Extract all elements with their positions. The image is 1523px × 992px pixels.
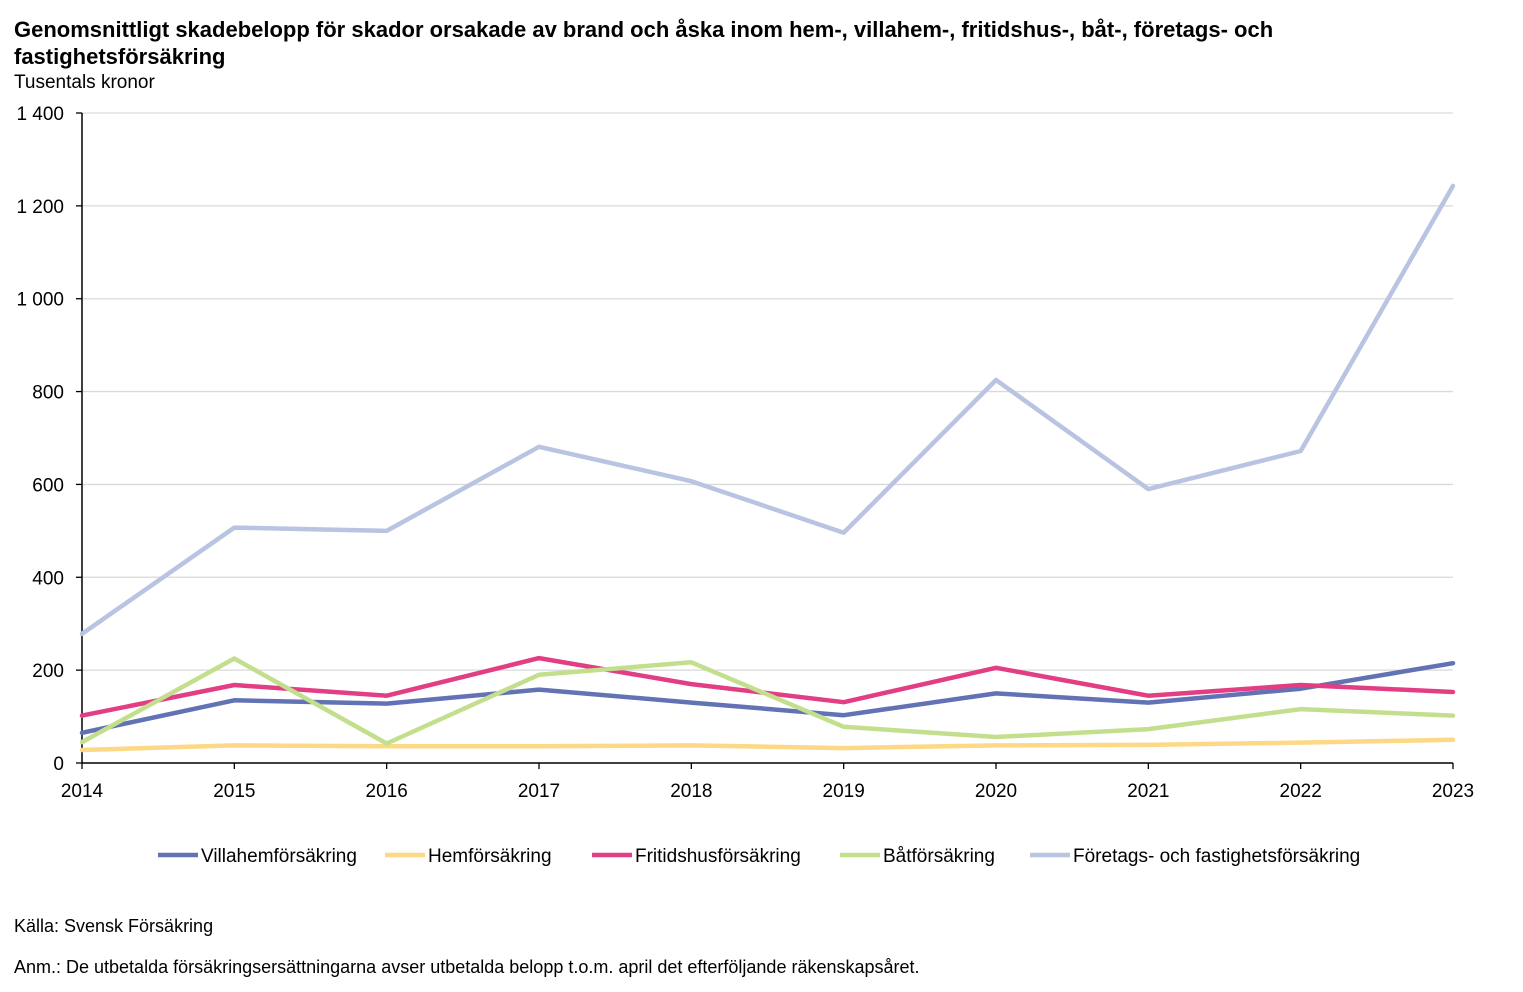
legend: Villahemförsäkring Hemförsäkring Fritidshu… — [158, 846, 1360, 867]
y-tick-label: 1 000 — [16, 290, 64, 311]
gridlines — [82, 112, 1453, 671]
series-line-2 — [79, 737, 1456, 753]
x-tick-label: 2023 — [1432, 781, 1474, 802]
y-tick-label: 800 — [32, 383, 64, 404]
y-tick-label: 1 200 — [16, 197, 64, 218]
series-line-1 — [79, 660, 1456, 736]
legend-label-1: Villahemförsäkring — [201, 846, 357, 867]
note-text: Anm.: De utbetalda försäkringsersättning… — [14, 957, 920, 977]
source-text: Källa: Svensk Försäkring — [14, 916, 214, 936]
x-tick-label: 2014 — [61, 781, 104, 802]
x-tick-label: 2019 — [823, 781, 865, 802]
y-tick-label: 200 — [32, 661, 64, 682]
line-chart: 0 200 400 600 800 1 000 1 200 1 400 2014 2015 2016… — [16, 104, 1474, 867]
y-tick-label: 0 — [53, 754, 64, 775]
series-lines — [79, 183, 1456, 753]
series-line-4 — [79, 656, 1456, 746]
series-line-5 — [79, 183, 1456, 637]
x-tick-label: 2015 — [213, 781, 255, 802]
x-tick-label: 2021 — [1127, 781, 1169, 802]
x-tick-label: 2018 — [670, 781, 712, 802]
legend-label-5: Företags- och fastighetsförsäkring — [1073, 846, 1360, 867]
x-tick-label: 2020 — [975, 781, 1017, 802]
y-axis-unit-label: Tusentals kronor — [14, 72, 155, 93]
legend-label-3: Fritidshusförsäkring — [635, 846, 801, 867]
legend-label-2: Hemförsäkring — [428, 846, 552, 867]
x-tick-label: 2017 — [518, 781, 560, 802]
y-tick-label: 1 400 — [16, 104, 64, 125]
y-tick-label: 600 — [32, 475, 64, 496]
axes — [76, 112, 1454, 769]
tick-labels: 0 200 400 600 800 1 000 1 200 1 400 2014 2015 2016… — [16, 104, 1474, 802]
y-tick-label: 400 — [32, 568, 64, 589]
x-tick-label: 2016 — [366, 781, 408, 802]
x-tick-label: 2022 — [1280, 781, 1322, 802]
legend-label-4: Båtförsäkring — [883, 846, 995, 867]
chart-title: Genomsnittligt skadebelopp för skador or… — [14, 17, 1274, 69]
